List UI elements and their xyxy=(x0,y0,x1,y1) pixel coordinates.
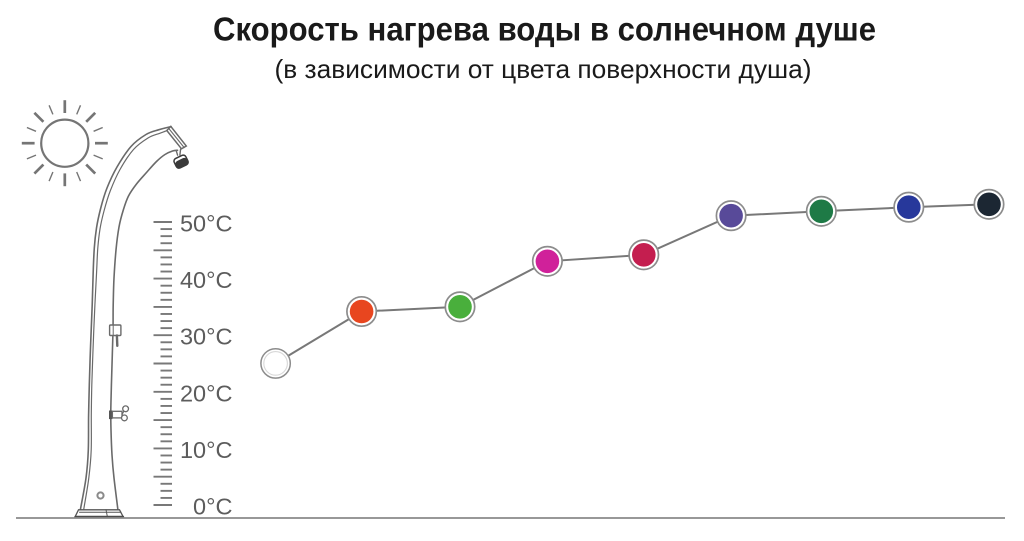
svg-text:Скорость нагрева воды в солнеч: Скорость нагрева воды в солнечном душе xyxy=(213,11,876,48)
svg-text:10°C: 10°C xyxy=(180,437,233,463)
svg-text:30°C: 30°C xyxy=(180,324,233,350)
svg-text:(в зависимости от цвета поверх: (в зависимости от цвета поверхности душа… xyxy=(275,54,812,84)
svg-text:40°C: 40°C xyxy=(180,267,233,293)
svg-text:0°C: 0°C xyxy=(193,494,232,520)
svg-text:20°C: 20°C xyxy=(180,380,233,406)
svg-text:50°C: 50°C xyxy=(180,211,233,237)
